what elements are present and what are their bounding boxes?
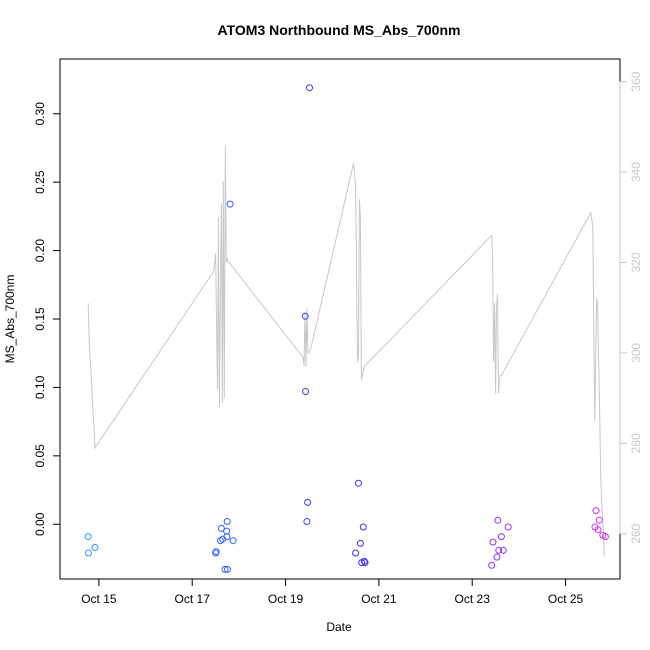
y2-tick-label: 280 (629, 433, 643, 453)
x-tick-label: Oct 15 (81, 592, 117, 606)
data-point (495, 546, 503, 554)
data-point (84, 533, 92, 541)
data-point (489, 538, 497, 546)
right-axis-series-line (87, 144, 605, 557)
data-point (601, 533, 609, 541)
data-point (359, 523, 367, 531)
data-point (592, 507, 600, 515)
data-point (302, 388, 310, 395)
x-tick-label: Oct 17 (175, 592, 211, 606)
y2-tick-label: 320 (629, 252, 643, 272)
chart-title: ATOM3 Northbound MS_Abs_700nm (218, 22, 461, 38)
data-point (493, 553, 501, 561)
data-point (85, 549, 92, 557)
data-point (352, 549, 360, 557)
data-point (304, 498, 312, 506)
y-tick-label: 0.05 (33, 444, 47, 468)
data-point (497, 533, 505, 541)
y-tick-label: 0.00 (33, 512, 47, 536)
y-tick-label: 0.10 (33, 375, 47, 399)
data-point (226, 200, 234, 208)
y-tick-label: 0.25 (33, 170, 47, 194)
y2-tick-label: 300 (629, 343, 643, 363)
data-point (355, 479, 362, 487)
x-tick-label: Oct 25 (548, 592, 584, 606)
right-axis-series-line-layer (87, 144, 605, 557)
data-point (488, 561, 496, 569)
x-axis-label: Date (326, 620, 352, 634)
y-tick-label: 0.15 (33, 307, 47, 331)
y2-axis: 260 280 300 320 340 360 (619, 71, 643, 544)
scatter-points-layer (84, 84, 609, 573)
y2-tick-label: 340 (629, 162, 643, 182)
y-axis: 0.00 0.05 0.10 0.15 0.20 0.25 0.30 (33, 102, 61, 536)
data-point (594, 526, 602, 534)
data-point (212, 548, 220, 556)
y-tick-label: 0.20 (33, 239, 47, 263)
data-point (91, 544, 99, 551)
data-point (361, 559, 369, 567)
data-point (221, 565, 229, 573)
x-tick-label: Oct 19 (268, 592, 304, 606)
data-point (595, 516, 603, 524)
data-point (499, 546, 507, 554)
plot-frame (59, 58, 621, 580)
x-tick-label: Oct 21 (361, 592, 397, 606)
y2-tick-label: 360 (629, 71, 643, 91)
data-point (224, 565, 231, 573)
data-point (223, 533, 231, 541)
data-point (494, 516, 502, 524)
data-point (303, 518, 311, 525)
y-tick-label: 0.30 (33, 102, 47, 126)
y-axis-label: MS_Abs_700nm (3, 275, 17, 364)
data-point (223, 518, 231, 525)
data-point (356, 539, 364, 547)
data-point (306, 84, 313, 92)
data-point (301, 312, 309, 320)
y2-tick-label: 260 (629, 523, 643, 543)
x-axis: Oct 15 Oct 17 Oct 19 Oct 21 Oct 23 Oct 25 (81, 578, 584, 606)
x-tick-label: Oct 23 (455, 592, 491, 606)
data-point (229, 537, 237, 545)
data-point (504, 523, 512, 531)
